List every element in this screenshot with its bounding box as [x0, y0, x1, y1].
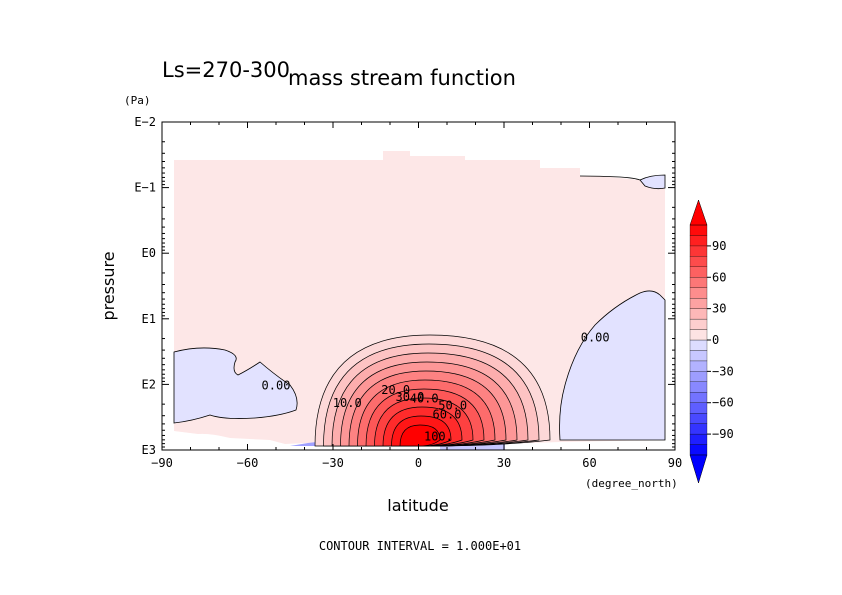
colorbar-label: −90 — [712, 427, 734, 441]
colorbar-swatch — [689, 371, 708, 382]
x-tick-label: −90 — [151, 456, 173, 470]
colorbar-swatch — [689, 256, 708, 267]
y-axis-label: pressure — [99, 251, 118, 320]
colorbar-label: −30 — [712, 364, 734, 378]
colorbar-swatch — [689, 245, 708, 257]
x-tick-label: 0 — [415, 456, 422, 470]
contour-label: 0.00 — [262, 379, 291, 393]
overturning-cell — [314, 334, 551, 447]
colorbar-min-arrow — [689, 454, 708, 484]
y-tick-label: E0 — [142, 246, 156, 260]
contour-label: 20.0 — [381, 383, 410, 397]
zero-contour-top — [579, 175, 641, 181]
x-tick-label: 90 — [668, 456, 682, 470]
y-tick-label: E−1 — [134, 181, 156, 195]
y-units: (Pa) — [124, 94, 151, 107]
positive-region-fill — [174, 151, 665, 446]
colorbar-label: 0 — [712, 333, 719, 347]
colorbar-swatch — [689, 360, 708, 372]
negative-region-left — [173, 347, 298, 424]
colorbar-swatch — [689, 287, 708, 299]
contour-label: 0.00 — [581, 330, 610, 344]
x-tick-label: 30 — [497, 456, 511, 470]
colorbar-swatch — [689, 402, 708, 414]
colorbar-swatch — [689, 350, 708, 362]
colorbar-label: 30 — [712, 302, 726, 316]
cell-contour — [399, 424, 441, 447]
negative-region-right — [559, 290, 666, 441]
colorbar-swatch — [689, 413, 708, 424]
contour-labels: 0.00 0.00 10.0 20.030.040.0 50.060.0 100. — [262, 330, 610, 443]
y-tick-label: E−2 — [134, 115, 156, 129]
colorbar-swatch — [689, 339, 708, 351]
colorbar-max-arrow — [689, 199, 708, 226]
colorbar-swatch — [689, 277, 708, 288]
contour-label: 50.0 — [438, 398, 467, 412]
colorbar: 90 60 30 0 −30 −60 −90 — [689, 199, 734, 484]
subtitle: Ls=270-300 — [162, 58, 290, 82]
colorbar-swatch — [689, 318, 708, 330]
chart-title: mass stream function — [288, 66, 516, 90]
contour-label: 100. — [424, 430, 453, 444]
colorbar-label: 90 — [712, 239, 726, 253]
x-units: (degree_north) — [585, 477, 678, 490]
x-tick-label: −60 — [237, 456, 259, 470]
y-tick-label: E3 — [142, 443, 156, 457]
colorbar-swatch — [689, 392, 708, 403]
colorbar-swatch — [689, 235, 708, 247]
colorbar-label: −60 — [712, 396, 734, 410]
colorbar-swatch — [689, 381, 708, 393]
colorbar-label: 60 — [712, 270, 726, 284]
contour-label: 10.0 — [333, 396, 362, 410]
y-axis: E−2 E−1 E0 E1 E2 E3 — [134, 115, 675, 457]
x-axis: −90 −60 −30 0 30 60 90 — [151, 122, 682, 470]
y-tick-label: E2 — [142, 377, 156, 391]
plot-area — [161, 121, 676, 451]
colorbar-swatch — [689, 298, 708, 309]
x-tick-label: −30 — [322, 456, 344, 470]
contour-label: 60.0 — [433, 407, 462, 421]
x-tick-label: 60 — [582, 456, 596, 470]
contour-label: 40.0 — [410, 392, 439, 406]
contour-label: 30.0 — [395, 390, 424, 404]
negative-region-top-right — [639, 174, 666, 190]
colorbar-swatch — [689, 224, 708, 236]
colorbar-swatch — [689, 308, 708, 320]
colorbar-swatch — [689, 433, 708, 445]
colorbar-swatch — [689, 266, 708, 278]
colorbar-swatch — [689, 329, 708, 341]
colorbar-swatch — [689, 423, 708, 435]
colorbar-swatch — [689, 444, 708, 456]
x-axis-label: latitude — [387, 496, 448, 515]
contour-interval-note: CONTOUR INTERVAL = 1.000E+01 — [319, 539, 521, 553]
y-tick-label: E1 — [142, 312, 156, 326]
